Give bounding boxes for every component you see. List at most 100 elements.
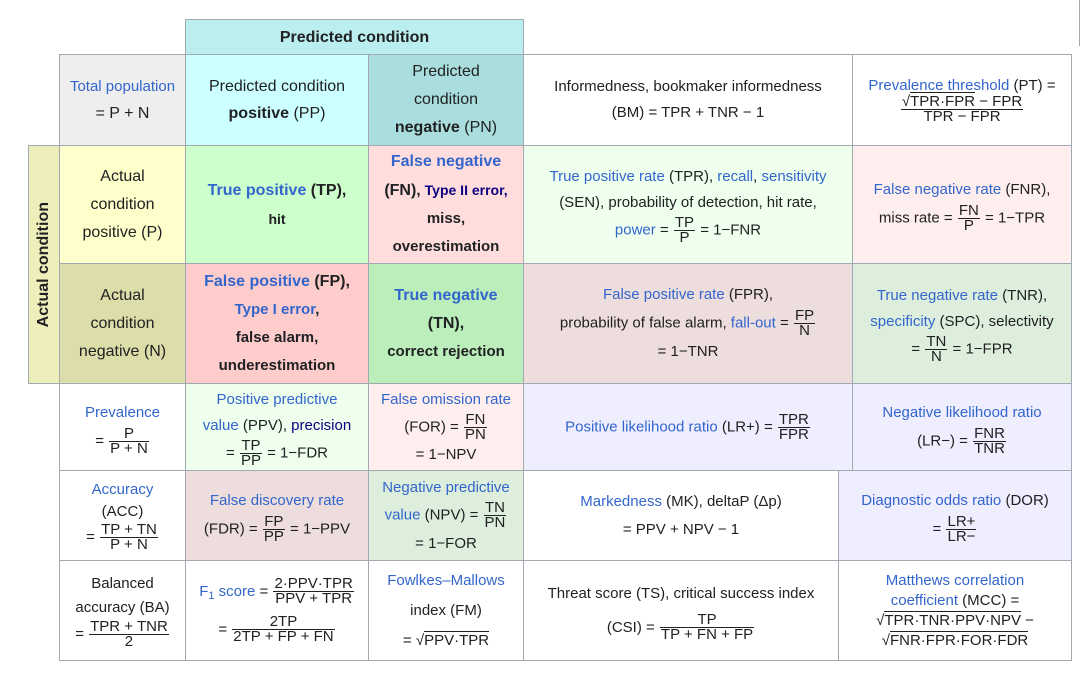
ba-den: 2 [124, 633, 134, 650]
ppv-num: TP [239, 436, 262, 454]
tpr-den: P [679, 229, 690, 246]
dor-link[interactable]: Diagnostic odds ratio [861, 492, 1002, 509]
type-ii-error-link[interactable]: Type II error, [424, 182, 508, 198]
false-positive-link[interactable]: False positive [204, 272, 310, 290]
lr-pos-den: FPR [778, 425, 809, 443]
an-line1: Actual [100, 286, 145, 304]
negative-likelihood-ratio-cell: Negative likelihood ratio (LR−) = FNR TNR [852, 383, 1072, 471]
true-positive-link[interactable]: True positive [207, 181, 307, 199]
f1-fraction-2: 2TP 2TP + FP + FN [232, 614, 335, 646]
f1-den: PPV + TPR [275, 590, 353, 608]
for-den: PN [464, 425, 486, 443]
total-population-link[interactable]: Total population [69, 78, 176, 95]
power-link[interactable]: power [614, 221, 656, 239]
ppv-den: PP [240, 451, 261, 469]
actual-positive-cell: Actual condition positive (P) [59, 145, 186, 264]
ppv-abbr: (PPV), [238, 416, 292, 434]
fdr-link[interactable]: False discovery rate [209, 492, 345, 509]
ppv-fraction: TP PP [239, 436, 262, 469]
dor-fraction: LR+ LR− [946, 514, 977, 544]
accuracy-num: TP + TN [100, 521, 158, 538]
fall-out-link[interactable]: fall-out [730, 314, 776, 332]
precision-link[interactable]: precision [291, 416, 352, 434]
lr-neg-text: (LR−) = [917, 431, 973, 449]
f1-fraction-1: 2·PPV·TPR PPV + TPR [273, 576, 354, 608]
mcc-link[interactable]: Matthews correlation [885, 571, 1025, 589]
pp-bold: positive [228, 105, 289, 122]
mcc-cell: Matthews correlation coefficient (MCC) =… [838, 560, 1072, 661]
for-link[interactable]: False omission rate [380, 390, 512, 408]
fpr-fraction: FP N [793, 308, 816, 339]
sensitivity-link[interactable]: sensitivity [761, 168, 827, 185]
markedness-text: (MK), deltaP (Δp) [661, 492, 782, 510]
lr-neg-link[interactable]: Negative likelihood ratio [882, 403, 1042, 421]
markedness-link[interactable]: Markedness [580, 492, 662, 510]
fpr-link[interactable]: False positive rate [602, 286, 725, 303]
prevalence-threshold-cell: Prevalence threshold (PT) = √TPR·FPR − F… [852, 54, 1072, 146]
prevalence-link[interactable]: Prevalence [84, 403, 161, 421]
fdr-rest: = 1−PPV [285, 520, 351, 538]
tpr-link[interactable]: True positive rate [549, 168, 665, 185]
npv-den: PN [484, 514, 506, 531]
fowlkes-mallows-link[interactable]: Fowlkes–Mallows [387, 571, 505, 589]
accuracy-fraction: TP + TN P + N [100, 521, 158, 552]
pt-den: TPR − FPR [923, 107, 1001, 125]
prevalence-threshold-link[interactable]: Prevalence threshold [868, 76, 1010, 94]
pn-bold: negative [394, 119, 460, 136]
fpr-text: probability of false alarm, [559, 314, 731, 332]
page-edge-divider [1079, 0, 1080, 46]
specificity-link[interactable]: specificity [870, 313, 936, 330]
pt-num-rest: − FPR [975, 92, 1023, 110]
tpr-eq: = [655, 221, 673, 239]
type-i-error-link[interactable]: Type I error [234, 300, 316, 318]
ba-fraction: TPR + TNR 2 [89, 619, 169, 650]
f1-f: F [199, 582, 209, 600]
f1-den2: 2TP + FP + FN [233, 628, 334, 646]
fp-abbr: (FP) [309, 272, 346, 290]
for-text: (FOR) = [404, 417, 463, 435]
fnr-link[interactable]: False negative rate [873, 181, 1002, 198]
npv-value-link[interactable]: value [384, 506, 421, 524]
prevalence-eq: = [95, 431, 109, 449]
informedness-line1: Informedness, bookmaker informedness [554, 78, 822, 95]
false-negative-link[interactable]: False negative [390, 153, 502, 170]
ts-num: TP [659, 612, 755, 629]
ts-line1: Threat score (TS), critical success inde… [547, 584, 815, 602]
tnr-link[interactable]: True negative rate [876, 287, 998, 304]
f1-score-cell: F1 score = 2·PPV·TPR PPV + TPR = 2TP 2TP +… [185, 560, 369, 661]
ppv-eq: = [226, 443, 239, 461]
recall-link[interactable]: recall [717, 168, 754, 185]
fpr-abbr: (FPR), [724, 286, 774, 303]
fn-miss: miss, [426, 210, 466, 227]
tp-abbr: (TP) [306, 181, 342, 199]
fm-line2: index (FM) [410, 601, 482, 619]
pp-abbr: (PP) [289, 105, 326, 122]
lr-neg-num: FNR [973, 424, 1006, 442]
fdr-text: (FDR) = [203, 520, 262, 538]
npv-num: TN [483, 499, 507, 516]
tp-hit: hit [268, 210, 286, 227]
fn-comma: , [416, 182, 425, 199]
ppv-rest: = 1−FDR [262, 443, 328, 461]
ppv-value-link[interactable]: value [202, 416, 239, 434]
ppv-link[interactable]: Positive predictive [216, 390, 338, 408]
ts-text: (CSI) = [606, 618, 659, 636]
prevalence-den: P + N [110, 439, 148, 457]
informedness-line2: (BM) = TPR + TNR − 1 [611, 104, 765, 121]
ap-line3: positive (P) [82, 223, 163, 241]
dor-text: (DOR) [1001, 492, 1049, 509]
markedness-line2: = PPV + NPV − 1 [622, 520, 740, 538]
npv-link[interactable]: Negative predictive [382, 479, 510, 496]
threat-score-cell: Threat score (TS), critical success inde… [523, 560, 839, 661]
true-negative-link[interactable]: True negative [394, 286, 498, 304]
ppv-cell: Positive predictive value (PPV), precisi… [185, 383, 369, 471]
f1-link[interactable]: F1 score [199, 582, 255, 602]
fn-abbr: (FN) [384, 182, 417, 199]
coefficient-link[interactable]: coefficient [890, 591, 958, 609]
lr-pos-link[interactable]: Positive likelihood ratio [565, 417, 718, 435]
fpr-den: N [799, 322, 810, 339]
accuracy-link[interactable]: Accuracy [91, 481, 154, 498]
tnr-text: (SPC), selectivity [935, 313, 1054, 330]
